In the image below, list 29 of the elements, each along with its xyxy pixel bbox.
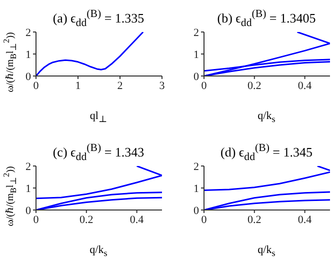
y-tick-label: 2 bbox=[26, 160, 31, 173]
chart-title: (c) ϵ$_{dd}$$^{(B)}$ = 1.343 bbox=[52, 142, 146, 163]
chart-title: (b) ϵ$_{dd}$$^{(B)}$ = 1.3405 bbox=[216, 8, 317, 29]
x-tick-label: 0.2 bbox=[80, 214, 94, 226]
x-axis-title: q/k$_{s}$ bbox=[256, 110, 276, 124]
x-tick-label: 0.4 bbox=[298, 214, 312, 226]
y-tick-label: 1 bbox=[26, 182, 31, 195]
y-tick-label: 0 bbox=[194, 70, 200, 83]
x-tick-label: 0.4 bbox=[130, 214, 144, 226]
y-tick-label: 1 bbox=[194, 182, 199, 195]
y-tick-label: 2 bbox=[26, 26, 31, 39]
y-tick-label: 1 bbox=[194, 48, 199, 61]
x-tick-label: 2 bbox=[117, 80, 123, 92]
y-tick-label: 0 bbox=[26, 204, 32, 217]
y-tick-label: 2 bbox=[194, 26, 199, 39]
x-axis-title: ql$_{⊥}$ bbox=[88, 110, 108, 126]
x-tick-label: 3 bbox=[159, 80, 166, 92]
x-tick-label: 1 bbox=[75, 80, 81, 92]
x-axis-title: q/k$_{s}$ bbox=[88, 244, 108, 258]
x-tick-label: 0.2 bbox=[248, 80, 262, 92]
chart-title: (a) ϵ$_{dd}$$^{(B)}$ = 1.335 bbox=[52, 8, 146, 29]
y-tick-label: 2 bbox=[194, 160, 199, 173]
x-tick-label: 0.2 bbox=[248, 214, 262, 226]
chart-title: (d) ϵ$_{dd}$$^{(B)}$ = 1.345 bbox=[219, 142, 314, 163]
y-tick-label: 0 bbox=[194, 204, 200, 217]
x-tick-label: 0.4 bbox=[298, 80, 312, 92]
y-tick-label: 0 bbox=[26, 70, 32, 83]
y-tick-label: 1 bbox=[26, 48, 31, 61]
x-axis-title: q/k$_{s}$ bbox=[256, 244, 276, 258]
